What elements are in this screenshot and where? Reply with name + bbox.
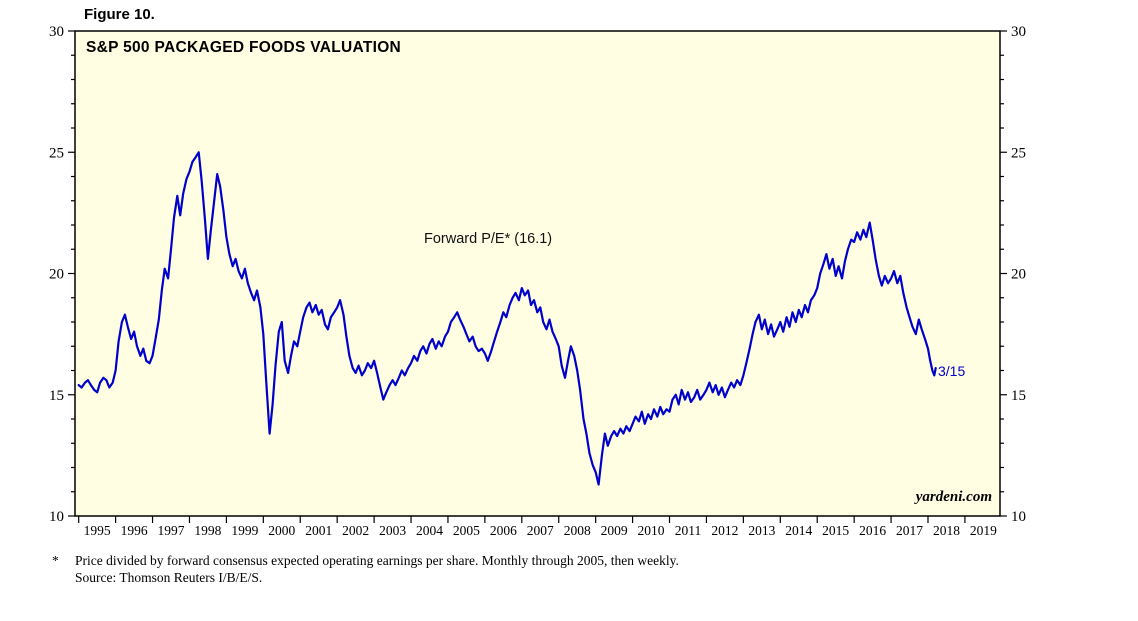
y-axis-label-left: 30: [49, 24, 64, 40]
x-axis-label: 2003: [379, 523, 406, 538]
footnote-line-2: Source: Thomson Reuters I/B/E/S.: [75, 570, 263, 585]
x-axis-label: 2002: [342, 523, 369, 538]
x-axis-label: 2012: [711, 523, 738, 538]
x-axis-label: 1996: [121, 523, 148, 538]
x-axis-label: 2000: [268, 523, 295, 538]
y-axis-label-right: 25: [1011, 145, 1026, 161]
x-axis-label: 2007: [527, 523, 554, 538]
y-axis-label-left: 10: [49, 509, 64, 525]
x-axis-label: 2005: [453, 523, 480, 538]
figure-label: Figure 10.: [84, 6, 155, 23]
x-axis-label: 2010: [638, 523, 665, 538]
x-axis-label: 2011: [675, 523, 702, 538]
footnote: * Price divided by forward consensus exp…: [52, 552, 679, 586]
y-axis-label-left: 20: [49, 267, 64, 283]
x-axis-label: 2001: [305, 523, 332, 538]
y-axis-label-right: 10: [1011, 509, 1026, 525]
y-axis-label-right: 30: [1011, 24, 1026, 40]
chart-title: S&P 500 PACKAGED FOODS VALUATION: [86, 39, 402, 56]
y-axis-label-right: 15: [1011, 388, 1026, 404]
series-line: [77, 151, 937, 486]
x-axis-label: 1998: [194, 523, 221, 538]
x-axis-label: 2016: [859, 523, 886, 538]
x-axis-label: 2014: [785, 523, 812, 538]
y-axis-label-right: 20: [1011, 267, 1026, 283]
x-axis-label: 2008: [564, 523, 591, 538]
y-axis-label-left: 15: [49, 388, 64, 404]
watermark-yardeni: yardeni.com: [915, 489, 992, 505]
y-axis-label-left: 25: [49, 145, 64, 161]
plot-background: [75, 31, 1000, 516]
x-axis-label: 1997: [158, 523, 185, 538]
x-axis-label: 2015: [822, 523, 849, 538]
footnote-line-1: Price divided by forward consensus expec…: [75, 553, 679, 568]
x-axis-label: 1995: [84, 523, 111, 538]
x-axis-label: 1999: [231, 523, 258, 538]
x-axis-label: 2006: [490, 523, 517, 538]
x-axis-label: 2004: [416, 523, 443, 538]
series-annotation: Forward P/E* (16.1): [424, 231, 553, 247]
x-axis-label: 2018: [933, 523, 960, 538]
footnote-marker: *: [52, 553, 59, 568]
x-axis-label: 2017: [896, 523, 923, 538]
last-point-date-label: 3/15: [938, 363, 966, 379]
x-axis-label: 2019: [970, 523, 997, 538]
x-axis-label: 2009: [601, 523, 628, 538]
x-axis-label: 2013: [748, 523, 775, 538]
plot-frame: [74, 30, 1001, 517]
